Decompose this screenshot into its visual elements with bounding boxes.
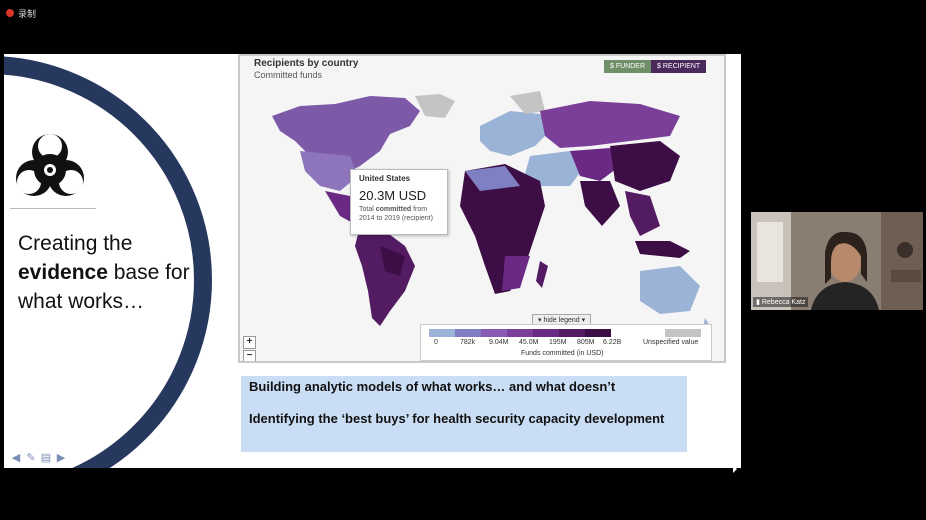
text-line-1: Building analytic models of what works… …	[249, 379, 616, 394]
recording-indicator: 录制	[6, 6, 36, 20]
legend-swatch	[507, 329, 533, 337]
participant-name: Rebecca Katz	[761, 298, 806, 306]
toggle-funder[interactable]: $ FUNDER	[604, 60, 652, 73]
title-prefix: Creating the	[18, 232, 133, 255]
slides-menu-icon[interactable]: ▤	[40, 452, 52, 464]
tooltip-description: Total committed from 2014 to 2019 (recip…	[359, 205, 439, 223]
participant-name-tag: ▮ Rebecca Katz	[753, 297, 809, 307]
map-title: Recipients by country	[254, 58, 359, 69]
map-legend: 0 782k 9.04M 45.0M 195M 805M 6.22B Unspe…	[420, 324, 712, 361]
legend-swatch	[481, 329, 507, 337]
legend-unspecified-swatch	[665, 329, 701, 337]
legend-tick: 0	[434, 339, 438, 346]
zoom-out-button[interactable]: −	[243, 350, 256, 361]
map-subtitle: Committed funds	[254, 70, 323, 80]
world-map[interactable]	[240, 56, 724, 361]
slide-title: Creating the evidence base for what work…	[18, 229, 223, 316]
map-tooltip: United States 20.3M USD Total committed …	[350, 169, 448, 235]
title-bold: evidence	[18, 261, 108, 284]
signal-icon: ▮	[756, 299, 760, 306]
zoom-in-button[interactable]: +	[243, 336, 256, 349]
legend-caption: Funds committed (in USD)	[521, 350, 604, 357]
legend-swatch	[455, 329, 481, 337]
next-slide-icon[interactable]: ▶	[56, 452, 66, 464]
presentation-slide: Creating the evidence base for what work…	[4, 54, 741, 468]
record-icon	[6, 9, 14, 17]
biohazard-icon	[16, 134, 84, 196]
world-map-panel: Recipients by country Committed funds $ …	[238, 54, 726, 363]
legend-swatch	[429, 329, 455, 337]
legend-color-scale	[429, 329, 611, 337]
zoom-controls: + −	[243, 336, 256, 361]
toggle-recipient[interactable]: $ RECIPIENT	[651, 60, 707, 73]
icon-divider	[10, 208, 96, 209]
legend-tick: 45.0M	[519, 339, 539, 346]
legend-swatch	[559, 329, 585, 337]
recording-label: 录制	[18, 8, 37, 19]
slide-nav-toolbar: ◀ ✎ ▤ ▶	[10, 452, 67, 464]
legend-ticks: 0 782k 9.04M 45.0M 195M 805M 6.22B Unspe…	[421, 339, 713, 349]
legend-tick: 6.22B	[603, 339, 622, 346]
legend-swatch	[585, 329, 611, 337]
slide-text-box: Building analytic models of what works… …	[241, 376, 687, 452]
video-frame	[751, 212, 923, 310]
mouse-cursor	[733, 465, 737, 473]
tooltip-desc-bold: committed	[375, 206, 412, 213]
funder-recipient-toggle: $ FUNDER $ RECIPIENT	[604, 60, 707, 73]
legend-tick: 195M	[549, 339, 567, 346]
tooltip-desc-pre: Total	[359, 206, 376, 213]
legend-tick: 805M	[577, 339, 595, 346]
text-line-2: Identifying the ‘best buys’ for health s…	[249, 411, 665, 426]
legend-tick: 9.04M	[489, 339, 509, 346]
legend-swatch	[533, 329, 559, 337]
legend-unspecified-label: Unspecified value	[643, 339, 699, 346]
tooltip-country: United States	[359, 174, 411, 183]
participant-video[interactable]: ▮ Rebecca Katz	[751, 212, 923, 310]
prev-slide-icon[interactable]: ◀	[11, 452, 21, 464]
legend-tick: 782k	[460, 339, 476, 346]
pen-icon[interactable]: ✎	[26, 452, 36, 464]
tooltip-desc-post: from 2014 to 2019 (recipient)	[359, 206, 433, 222]
title-suffix: base for what works…	[18, 261, 190, 313]
tooltip-value: 20.3M USD	[359, 188, 427, 203]
